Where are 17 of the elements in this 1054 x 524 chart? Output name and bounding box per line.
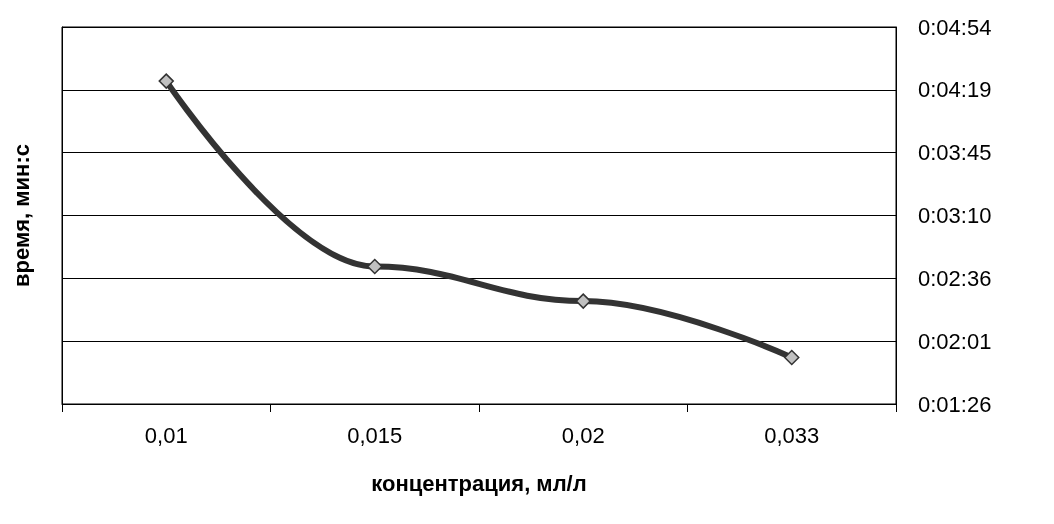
y-tick-label: 0:02:01	[918, 328, 992, 354]
y-tick-label: 0:04:19	[918, 77, 992, 103]
x-tick-label: 0,02	[561, 422, 605, 448]
x-tick-label: 0,015	[347, 422, 403, 448]
point	[158, 73, 174, 89]
y-tick-label: 0:04:54	[918, 14, 992, 40]
x-tick-label: 0,033	[764, 422, 820, 448]
y-axis-title: время, мин:с	[8, 144, 34, 287]
point	[367, 258, 383, 275]
y-tick-label: 0:03:45	[918, 140, 992, 166]
y-tick-label: 0:01:26	[918, 391, 992, 417]
y-tick-label: 0:02:36	[918, 265, 992, 291]
point	[784, 349, 800, 366]
point	[575, 293, 591, 309]
x-tick-label: 0,01	[144, 422, 188, 448]
x-axis-title: концентрация, мл/л	[371, 470, 587, 496]
y-tick-label: 0:03:10	[918, 203, 992, 228]
